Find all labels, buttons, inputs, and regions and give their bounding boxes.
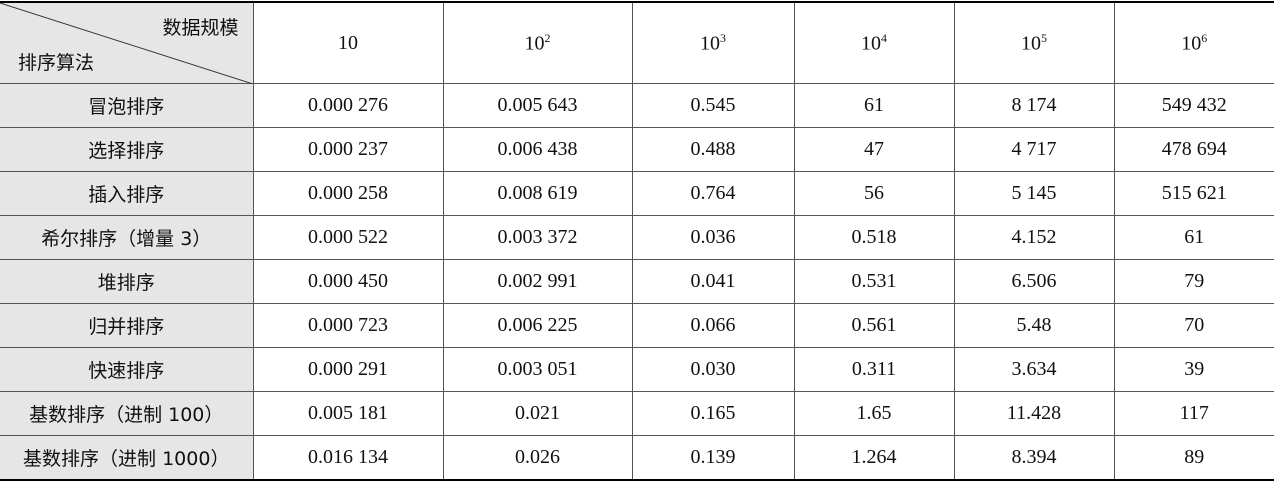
time-cell: 0.005 643 bbox=[442, 83, 633, 128]
time-cell: 117 bbox=[1113, 391, 1274, 436]
time-cell: 0.036 bbox=[631, 215, 795, 260]
time-cell: 478 694 bbox=[1113, 127, 1274, 172]
header-base: 10 bbox=[524, 32, 545, 55]
algorithm-name: 选择排序 bbox=[0, 127, 254, 172]
header-base: 10 bbox=[700, 32, 720, 55]
time-cell: 0.066 bbox=[631, 303, 795, 348]
time-cell: 61 bbox=[1113, 215, 1274, 260]
time-cell: 3.634 bbox=[953, 347, 1115, 392]
header-base: 10 bbox=[1021, 32, 1041, 55]
header-base: 10 bbox=[861, 32, 881, 55]
time-cell: 11.428 bbox=[953, 391, 1115, 436]
time-cell: 39 bbox=[1113, 347, 1274, 392]
time-cell: 0.545 bbox=[631, 83, 795, 128]
time-cell: 4.152 bbox=[953, 215, 1115, 260]
time-cell: 0.000 723 bbox=[252, 303, 444, 348]
time-cell: 4 717 bbox=[953, 127, 1115, 172]
time-cell: 0.561 bbox=[793, 303, 955, 348]
time-cell: 0.002 991 bbox=[442, 259, 633, 304]
diagonal bbox=[0, 3, 253, 84]
algorithm-name: 希尔排序（增量 3） bbox=[0, 215, 254, 260]
time-cell: 0.000 276 bbox=[252, 83, 444, 128]
time-cell: 56 bbox=[793, 171, 955, 216]
corner-cell: 数据规模 排序算法 bbox=[0, 1, 254, 84]
time-cell: 1.264 bbox=[793, 435, 955, 481]
time-cell: 0.488 bbox=[631, 127, 795, 172]
time-cell: 0.531 bbox=[793, 259, 955, 304]
time-cell: 0.000 291 bbox=[252, 347, 444, 392]
time-cell: 70 bbox=[1113, 303, 1274, 348]
table-row: 基数排序（进制 100） 0.005 181 0.021 0.165 1.65 11.42… bbox=[0, 391, 1274, 436]
time-cell: 0.016 134 bbox=[252, 435, 444, 481]
table-row: 插入排序 0.000 258 0.008 619 0.764 56 5 145 515 62… bbox=[0, 171, 1274, 216]
time-cell: 0.041 bbox=[631, 259, 795, 304]
time-cell: 47 bbox=[793, 127, 955, 172]
time-cell: 0.764 bbox=[631, 171, 795, 216]
column-header: 102 bbox=[442, 1, 633, 84]
header-base: 10 bbox=[1181, 32, 1202, 55]
table-row: 基数排序（进制 1000） 0.016 134 0.026 0.139 1.264 8.3… bbox=[0, 435, 1274, 481]
table-row: 希尔排序（增量 3） 0.000 522 0.003 372 0.036 0.518 4.… bbox=[0, 215, 1274, 260]
time-cell: 0.005 181 bbox=[252, 391, 444, 436]
table-row: 堆排序 0.000 450 0.002 991 0.041 0.531 6.506 79 bbox=[0, 259, 1274, 304]
corner-bottom: 排序算法 bbox=[18, 52, 95, 74]
time-cell: 0.006 438 bbox=[442, 127, 633, 172]
header-exponent: 6 bbox=[1201, 30, 1208, 45]
time-cell: 0.000 522 bbox=[252, 215, 444, 260]
time-cell: 8.394 bbox=[953, 435, 1115, 481]
algorithm-name: 基数排序（进制 1000） bbox=[0, 435, 254, 481]
table-row: 归并排序 0.000 723 0.006 225 0.066 0.561 5.48 70 bbox=[0, 303, 1274, 348]
time-cell: 0.003 051 bbox=[442, 347, 633, 392]
time-cell: 0.021 bbox=[442, 391, 633, 436]
header-exponent: 3 bbox=[720, 30, 726, 45]
time-cell: 8 174 bbox=[953, 83, 1115, 128]
column-header: 106 bbox=[1113, 1, 1274, 84]
column-header: 103 bbox=[631, 1, 795, 84]
algorithm-name: 基数排序（进制 100） bbox=[0, 391, 254, 436]
time-cell: 0.165 bbox=[631, 391, 795, 436]
algorithm-name: 堆排序 bbox=[0, 259, 254, 304]
header-exponent: 4 bbox=[881, 30, 887, 45]
time-cell: 5.48 bbox=[953, 303, 1115, 348]
time-cell: 5 145 bbox=[953, 171, 1115, 216]
header-exponent: 2 bbox=[544, 30, 551, 45]
time-cell: 6.506 bbox=[953, 259, 1115, 304]
time-cell: 1.65 bbox=[793, 391, 955, 436]
time-cell: 0.006 225 bbox=[442, 303, 633, 348]
header-exponent: 5 bbox=[1041, 30, 1047, 45]
algorithm-name: 快速排序 bbox=[0, 347, 254, 392]
algorithm-name: 冒泡排序 bbox=[0, 83, 254, 128]
time-cell: 0.311 bbox=[793, 347, 955, 392]
algorithm-name: 归并排序 bbox=[0, 303, 254, 348]
corner-top: 数据规模 bbox=[162, 17, 239, 39]
time-cell: 0.026 bbox=[442, 435, 633, 481]
time-cell: 79 bbox=[1113, 259, 1274, 304]
time-cell: 0.003 372 bbox=[442, 215, 633, 260]
header-base: 10 bbox=[338, 31, 358, 54]
time-cell: 0.008 619 bbox=[442, 171, 633, 216]
time-cell: 549 432 bbox=[1113, 83, 1274, 128]
header-row: 数据规模 排序算法 10 102 103 104 105 106 bbox=[0, 1, 1274, 84]
time-cell: 89 bbox=[1113, 435, 1274, 481]
time-cell: 0.000 237 bbox=[252, 127, 444, 172]
time-cell: 0.518 bbox=[793, 215, 955, 260]
time-cell: 515 621 bbox=[1113, 171, 1274, 216]
column-header: 104 bbox=[793, 1, 955, 84]
time-cell: 61 bbox=[793, 83, 955, 128]
column-header: 10 bbox=[252, 1, 444, 84]
time-cell: 0.000 258 bbox=[252, 171, 444, 216]
table-row: 快速排序 0.000 291 0.003 051 0.030 0.311 3.634 39 bbox=[0, 347, 1274, 392]
time-cell: 0.030 bbox=[631, 347, 795, 392]
time-cell: 0.000 450 bbox=[252, 259, 444, 304]
column-header: 105 bbox=[953, 1, 1115, 84]
time-cell: 0.139 bbox=[631, 435, 795, 481]
table-row: 选择排序 0.000 237 0.006 438 0.488 47 4 717 478 69… bbox=[0, 127, 1274, 172]
table-row: 冒泡排序 0.000 276 0.005 643 0.545 61 8 174 549 43… bbox=[0, 83, 1274, 128]
algorithm-name: 插入排序 bbox=[0, 171, 254, 216]
